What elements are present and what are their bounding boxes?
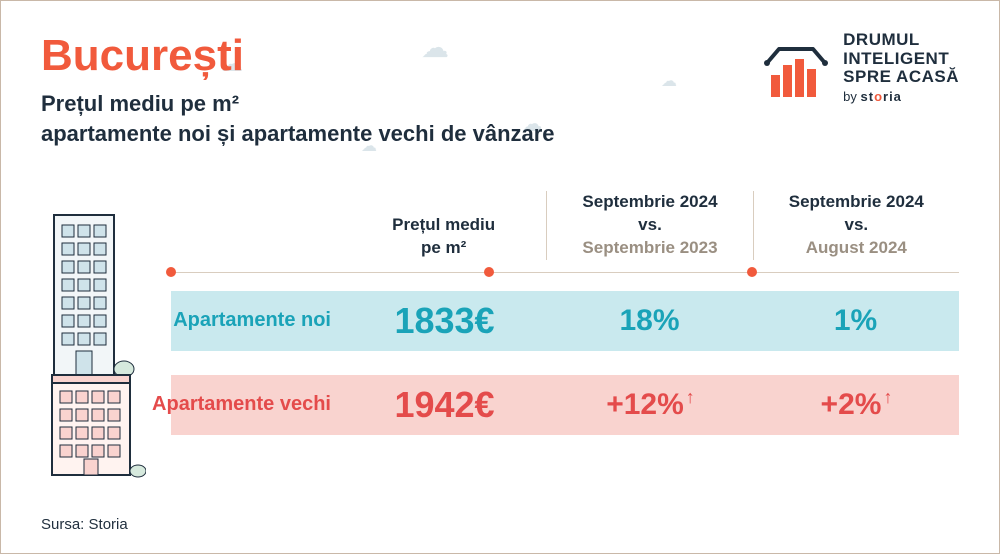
cell-yoy-new: 18%	[547, 303, 753, 338]
infographic-canvas: ☁ ☁ ☁ ☁ ☁ București Prețul mediu pe m² a…	[0, 0, 1000, 554]
cell-yoy-old-value: +12%	[606, 388, 684, 421]
source-label: Sursa: Storia	[41, 516, 128, 533]
arrow-up-icon: ↑	[883, 387, 892, 407]
col-head-yoy-mid: vs.	[638, 215, 662, 234]
col-head-yoy-line2: Septembrie 2023	[582, 238, 717, 257]
logo-byline-prefix: by	[843, 89, 860, 104]
cell-price-new: 1833€	[341, 300, 547, 342]
data-table: Prețul mediu pe m² Septembrie 2024 vs. S…	[41, 191, 959, 459]
dot-icon	[166, 267, 176, 277]
table-row-old: Apartamente vechi 1942€ +12%↑ +2%↑	[41, 375, 959, 435]
brand-logo: DRUMUL INTELIGENT SPRE ACASĂ by storia	[761, 31, 959, 104]
logo-text-line3: SPRE ACASĂ	[843, 68, 959, 87]
cell-yoy-new-value: 18%	[619, 304, 679, 337]
row-label-old: Apartamente vechi	[152, 393, 331, 416]
col-head-yoy-line1: Septembrie 2024	[582, 192, 717, 211]
col-head-price-line2: pe m²	[421, 238, 466, 257]
cell-mom-old-value: +2%	[821, 388, 882, 421]
col-head-mom-line2: August 2024	[806, 238, 907, 257]
logo-byline: by storia	[843, 89, 959, 104]
cell-mom-old: +2%↑	[753, 387, 959, 422]
cell-price-old: 1942€	[341, 384, 547, 426]
divider-line	[171, 272, 959, 273]
column-headers: Prețul mediu pe m² Septembrie 2024 vs. S…	[41, 191, 959, 260]
col-head-yoy: Septembrie 2024 vs. Septembrie 2023	[546, 191, 752, 260]
cell-mom-new: 1%	[753, 303, 959, 338]
arrow-up-icon: ↑	[686, 387, 695, 407]
col-head-mom-line1: Septembrie 2024	[789, 192, 924, 211]
subtitle: Prețul mediu pe m² apartamente noi și ap…	[41, 89, 761, 148]
col-head-mom-mid: vs.	[845, 215, 869, 234]
subtitle-line1: Prețul mediu pe m²	[41, 91, 239, 116]
logo-house-bars-icon	[761, 33, 831, 103]
building-tall-icon	[46, 211, 136, 386]
logo-brand: storia	[861, 89, 902, 104]
cell-yoy-old: +12%↑	[547, 387, 753, 422]
subtitle-line2: apartamente noi și apartamente vechi de …	[41, 121, 555, 146]
logo-text-line1: DRUMUL	[843, 31, 959, 50]
col-head-price-line1: Prețul mediu	[392, 215, 495, 234]
dot-icon	[484, 267, 494, 277]
header: București Prețul mediu pe m² apartamente…	[41, 31, 959, 148]
cell-mom-new-value: 1%	[834, 304, 877, 337]
table-row-new: Apartamente noi 1833€ 18% 1%	[41, 291, 959, 351]
col-head-mom: Septembrie 2024 vs. August 2024	[753, 191, 959, 260]
col-head-price: Prețul mediu pe m²	[341, 214, 546, 260]
row-label-new: Apartamente noi	[173, 309, 331, 332]
dot-icon	[747, 267, 757, 277]
logo-text-line2: INTELIGENT	[843, 50, 959, 69]
building-short-icon	[46, 371, 146, 486]
page-title: București	[41, 31, 761, 81]
